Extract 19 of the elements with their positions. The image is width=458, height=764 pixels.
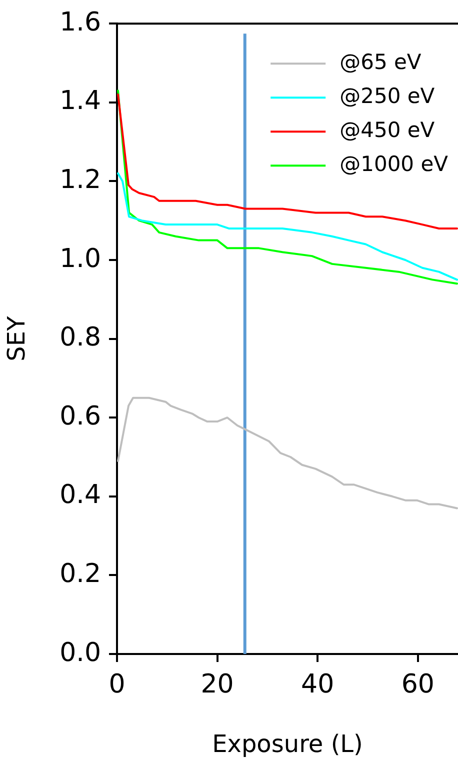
y-axis-title: SEY — [2, 316, 31, 362]
y-tick-label: 1.2 — [60, 164, 101, 195]
y-tick-label: 0.2 — [60, 558, 101, 589]
y-tick-label: 0.4 — [60, 480, 101, 510]
legend-label: @1000 eV — [340, 152, 449, 176]
y-tick-label: 1.0 — [60, 244, 101, 274]
x-tick-label: 60 — [401, 669, 434, 700]
legend-label: @65 eV — [340, 50, 422, 74]
x-axis-title: Exposure (L) — [212, 730, 363, 758]
y-tick-label: 1.4 — [60, 86, 101, 116]
y-tick-label: 0.8 — [60, 322, 101, 353]
y-tick-label: 0.0 — [60, 638, 101, 668]
y-tick-label: 1.6 — [60, 7, 101, 38]
legend-label: @450 eV — [340, 118, 436, 142]
legend-label: @250 eV — [340, 84, 436, 108]
x-tick-label: 40 — [301, 669, 334, 700]
x-tick-label: 0 — [108, 669, 126, 700]
y-tick-label: 0.6 — [60, 401, 101, 432]
x-tick-label: 20 — [200, 669, 234, 700]
